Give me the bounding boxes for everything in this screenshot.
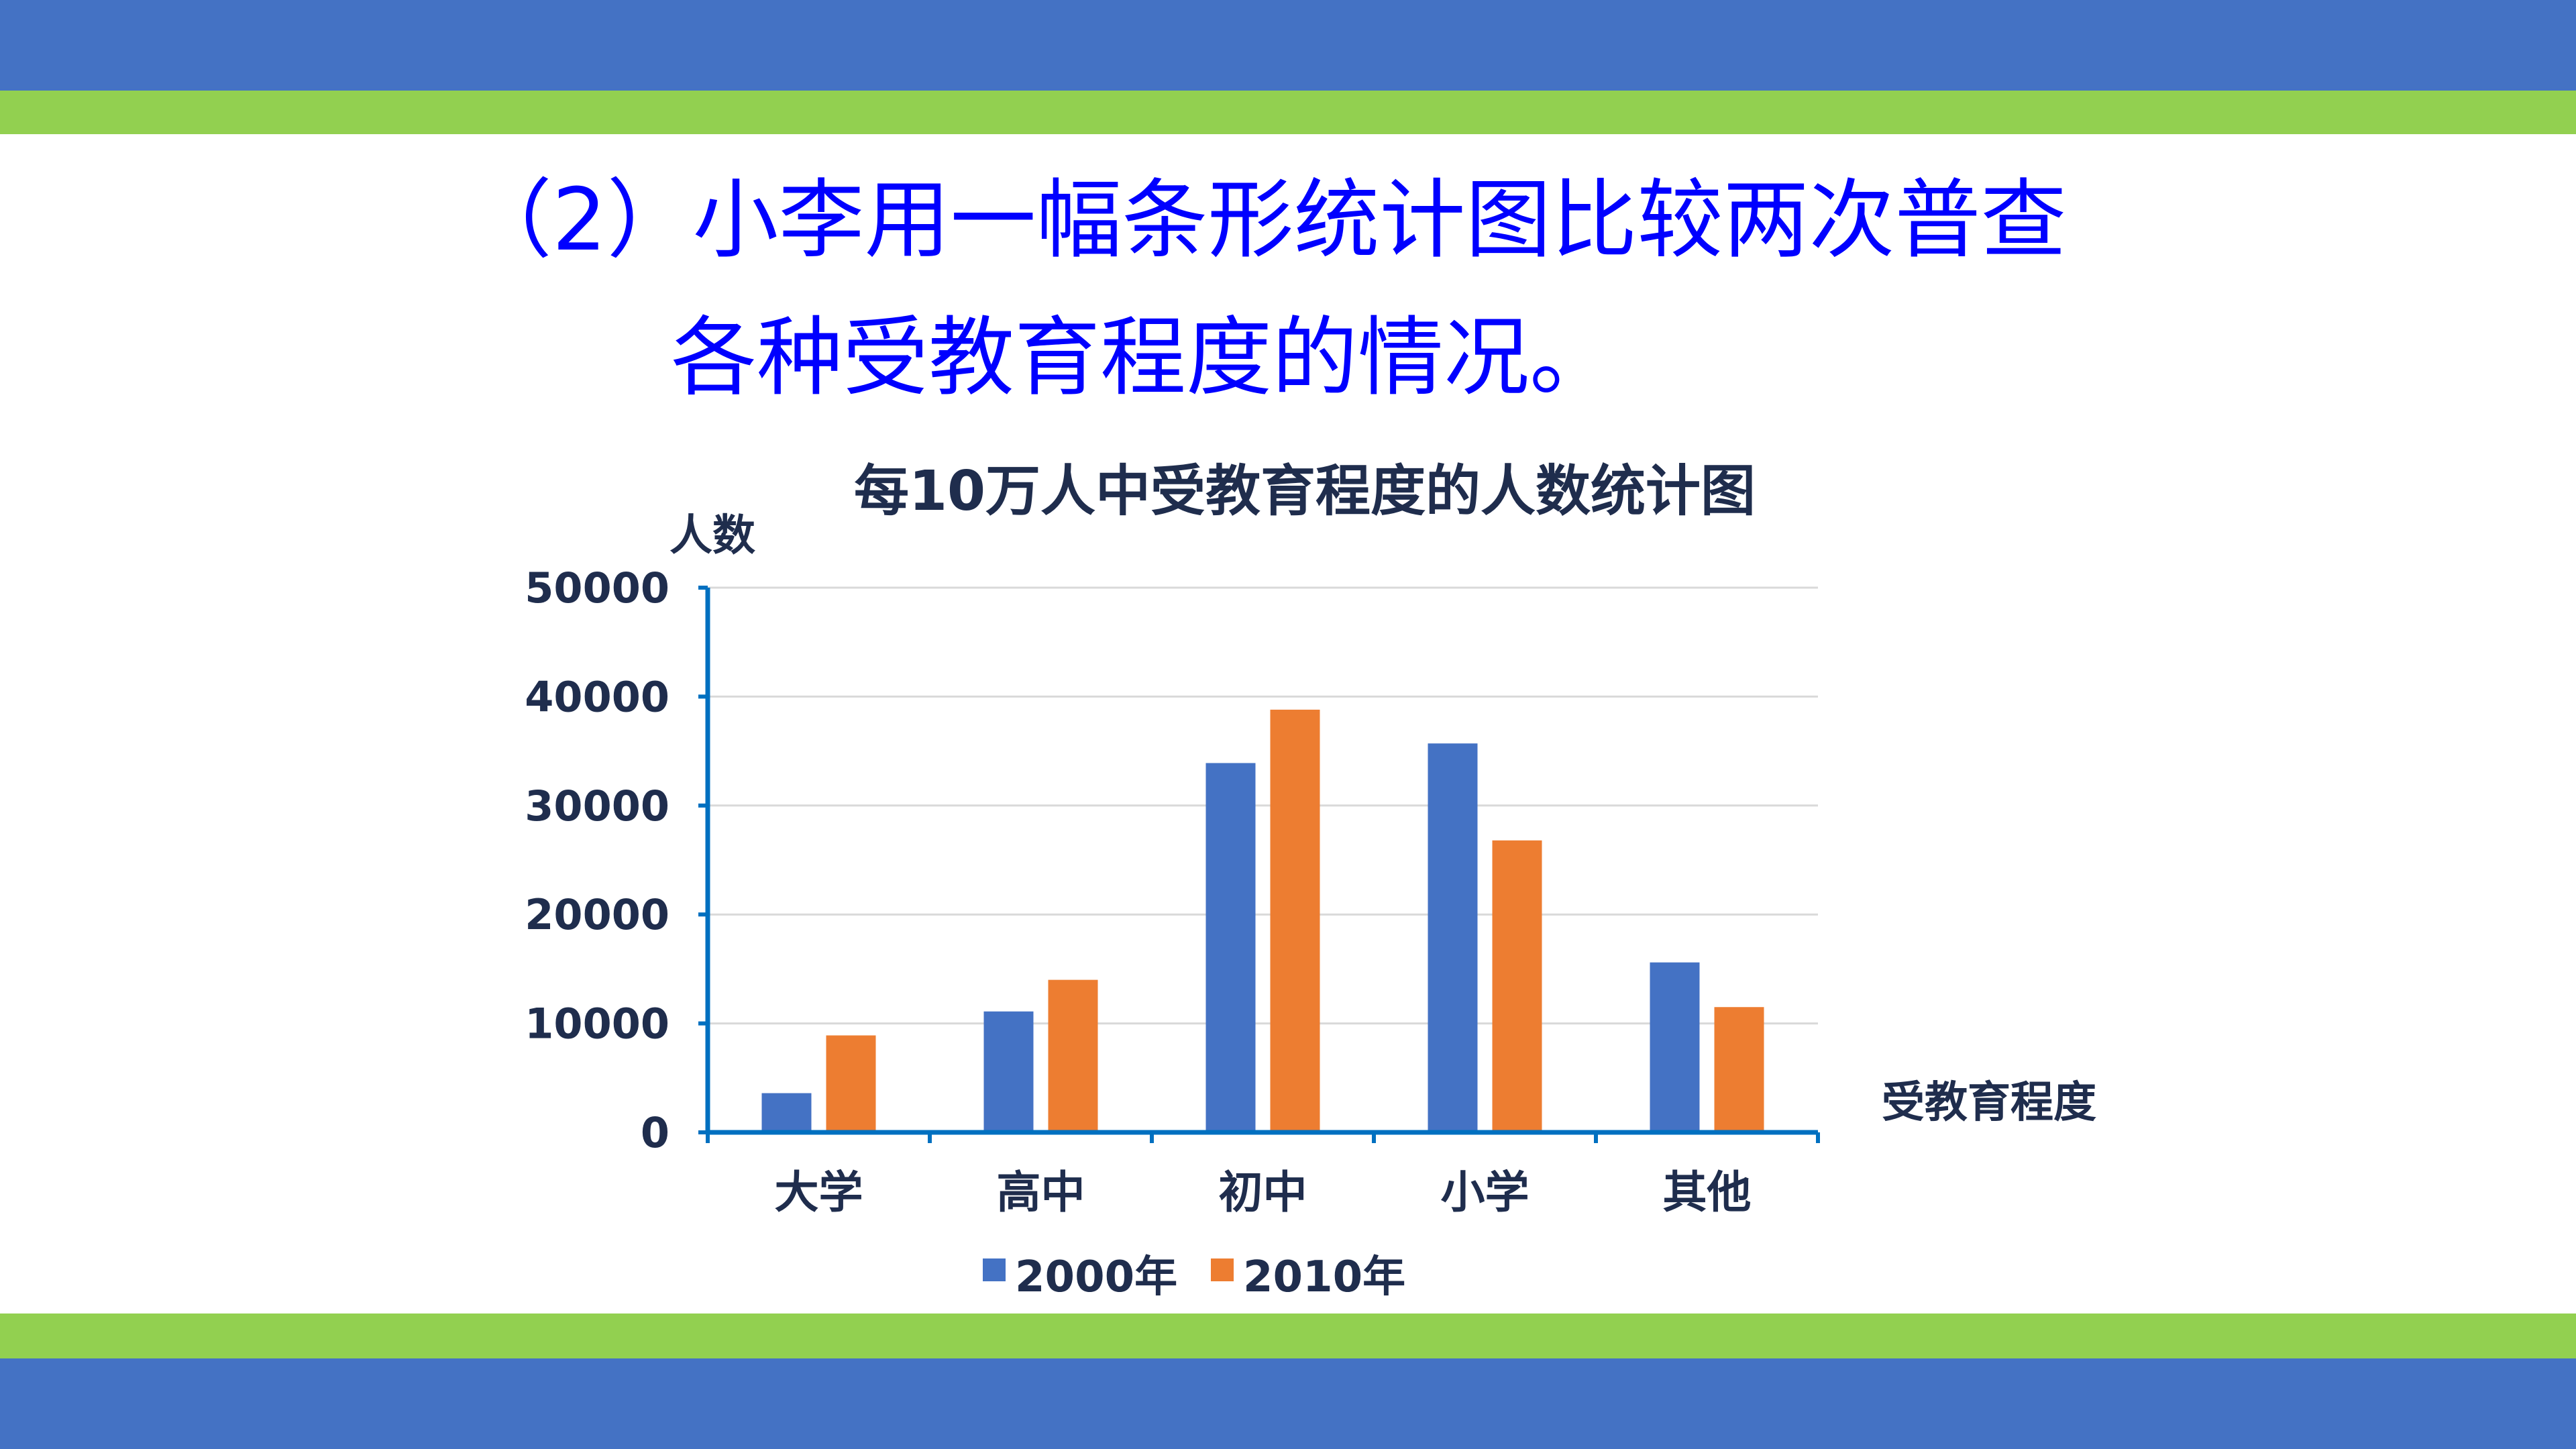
- x-tick-label: 小学: [1441, 1167, 1529, 1218]
- bar-2000年-小学: [1428, 743, 1478, 1132]
- x-tick-label: 高中: [997, 1167, 1085, 1218]
- bar-2010年-大学: [826, 1035, 876, 1132]
- legend-label: 2010年: [1243, 1252, 1405, 1302]
- bar-2010年-其他: [1714, 1007, 1764, 1132]
- grid-lines: [708, 586, 1818, 1025]
- legend-swatch: [1211, 1258, 1234, 1281]
- x-tick-label: 初中: [1219, 1167, 1307, 1218]
- y-tick-label: 50000: [525, 564, 669, 612]
- bar-2010年-初中: [1270, 709, 1320, 1132]
- question-line-2: 各种受教育程度的情况。: [671, 308, 1616, 408]
- legend-swatch: [983, 1258, 1006, 1281]
- y-axis-label: 人数: [669, 511, 755, 561]
- y-tick-labels: 0 10000 20000 30000 40000 50000: [525, 564, 669, 1157]
- axes: [698, 586, 1820, 1143]
- bar-2000年-大学: [761, 1093, 812, 1132]
- chart-title: 每10万人中受教育程度的人数统计图: [854, 460, 1756, 523]
- bar-2010年-高中: [1048, 979, 1098, 1132]
- legend: 2000年 2010年: [983, 1252, 1405, 1302]
- top-green-band: [0, 91, 2576, 134]
- y-tick-label: 0: [641, 1108, 669, 1157]
- bottom-green-band: [0, 1313, 2576, 1358]
- top-blue-band: [0, 0, 2576, 91]
- y-tick-label: 40000: [525, 672, 669, 721]
- legend-label: 2000年: [1015, 1252, 1177, 1302]
- x-tick-labels: 大学 高中 初中 小学 其他: [775, 1167, 1752, 1218]
- bar-2000年-高中: [983, 1011, 1034, 1132]
- y-tick-label: 30000: [525, 782, 669, 830]
- y-tick-label: 20000: [525, 890, 669, 939]
- bar-2010年-小学: [1492, 840, 1542, 1132]
- x-axis-label: 受教育程度: [1882, 1078, 2096, 1128]
- x-tick-label: 大学: [775, 1167, 863, 1218]
- bottom-blue-band: [0, 1358, 2576, 1449]
- bar-2000年-初中: [1205, 763, 1256, 1132]
- bar-2000年-其他: [1650, 962, 1700, 1132]
- x-tick-label: 其他: [1663, 1167, 1752, 1218]
- y-tick-label: 10000: [525, 1000, 669, 1049]
- bars: [761, 709, 1764, 1132]
- question-line-1: （2）小李用一幅条形统计图比较两次普查: [466, 170, 2067, 270]
